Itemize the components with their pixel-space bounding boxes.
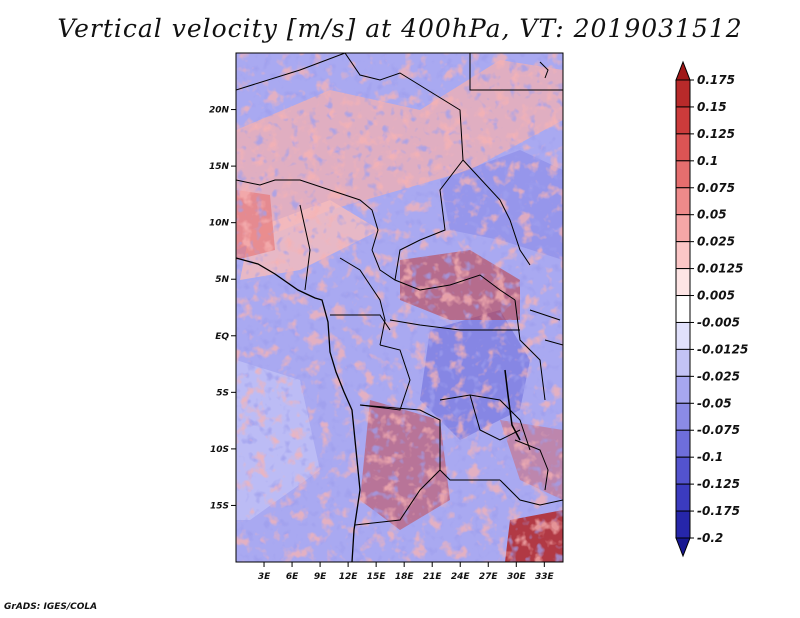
- colorbar-label: -0.1: [697, 450, 723, 464]
- lat-tick-label: 5N: [215, 275, 229, 285]
- lat-tick-label: 5S: [216, 388, 229, 398]
- colorbar-segment: [675, 79, 691, 108]
- colorbar: 0.175 0.15 0.125 0.1 0.075 0.05 0.025 0.0125 0.0…: [675, 60, 748, 558]
- colorbar-max-arrow: [675, 60, 691, 81]
- lon-tick-label: 24E: [451, 572, 471, 582]
- colorbar-label: 0.175: [697, 73, 735, 87]
- colorbar-segment: [675, 483, 691, 512]
- lon-tick-label: 12E: [339, 572, 359, 582]
- colorbar-min-arrow: [675, 537, 691, 558]
- colorbar-segment: [675, 402, 691, 431]
- colorbar-label: -0.025: [697, 369, 740, 383]
- lat-tick-label: EQ: [215, 332, 229, 342]
- colorbar-segment: [675, 214, 691, 243]
- lon-tick-label: 33E: [535, 572, 555, 582]
- grads-credit: GrADS: IGES/COLA: [4, 602, 98, 612]
- colorbar-segment: [675, 375, 691, 404]
- colorbar-label: -0.075: [697, 423, 740, 437]
- colorbar-segment: [675, 295, 691, 323]
- colorbar-segment: [675, 106, 691, 135]
- latitude-axis: 20N 15N 10N 5N EQ 5S 10S 15S: [209, 106, 236, 511]
- colorbar-label: 0.0125: [697, 262, 743, 276]
- colorbar-label: -0.0125: [697, 342, 748, 356]
- longitude-axis: 3E 6E 9E 12E 15E 18E 21E 24E 27E 30E 33E: [258, 562, 555, 582]
- lat-tick-label: 10N: [209, 219, 230, 229]
- lat-tick-label: 10S: [210, 445, 229, 455]
- colorbar-label: 0.1: [697, 154, 718, 168]
- colorbar-segment: [675, 133, 691, 162]
- colorbar-label: 0.05: [697, 208, 727, 222]
- chart-title: Vertical velocity [m/s] at 400hPa, VT: 2…: [57, 14, 743, 43]
- colorbar-label: -0.005: [697, 315, 740, 329]
- lon-tick-label: 3E: [258, 572, 271, 582]
- colorbar-label: -0.125: [697, 477, 740, 491]
- colorbar-segment: [675, 429, 691, 458]
- colorbar-segment: [675, 510, 691, 539]
- lat-tick-label: 15S: [210, 501, 229, 511]
- colorbar-label: -0.2: [697, 531, 723, 545]
- colorbar-label: -0.175: [697, 504, 740, 518]
- lon-tick-label: 30E: [507, 572, 527, 582]
- colorbar-label: 0.125: [697, 127, 735, 141]
- colorbar-segment: [675, 321, 691, 350]
- lon-tick-label: 21E: [423, 572, 443, 582]
- map-frame: [235, 52, 564, 563]
- colorbar-label: -0.05: [697, 396, 732, 410]
- colorbar-segment: [675, 348, 691, 377]
- colorbar-label: 0.15: [697, 100, 727, 114]
- colorbar-segment: [675, 456, 691, 485]
- colorbar-label: 0.025: [697, 235, 735, 249]
- lat-tick-label: 20N: [209, 106, 230, 116]
- colorbar-segment: [675, 241, 691, 270]
- lon-tick-label: 15E: [367, 572, 387, 582]
- lat-tick-label: 15N: [209, 162, 230, 172]
- lon-tick-label: 18E: [395, 572, 415, 582]
- lon-tick-label: 6E: [286, 572, 299, 582]
- vertical-velocity-field: [236, 53, 563, 562]
- colorbar-segment: [675, 187, 691, 216]
- country-borders: [236, 53, 563, 562]
- lon-tick-label: 27E: [479, 572, 499, 582]
- colorbar-label: 0.075: [697, 181, 735, 195]
- colorbar-segment: [675, 160, 691, 189]
- lon-tick-label: 9E: [314, 572, 327, 582]
- colorbar-label: 0.005: [697, 289, 735, 303]
- colorbar-segment: [675, 268, 691, 297]
